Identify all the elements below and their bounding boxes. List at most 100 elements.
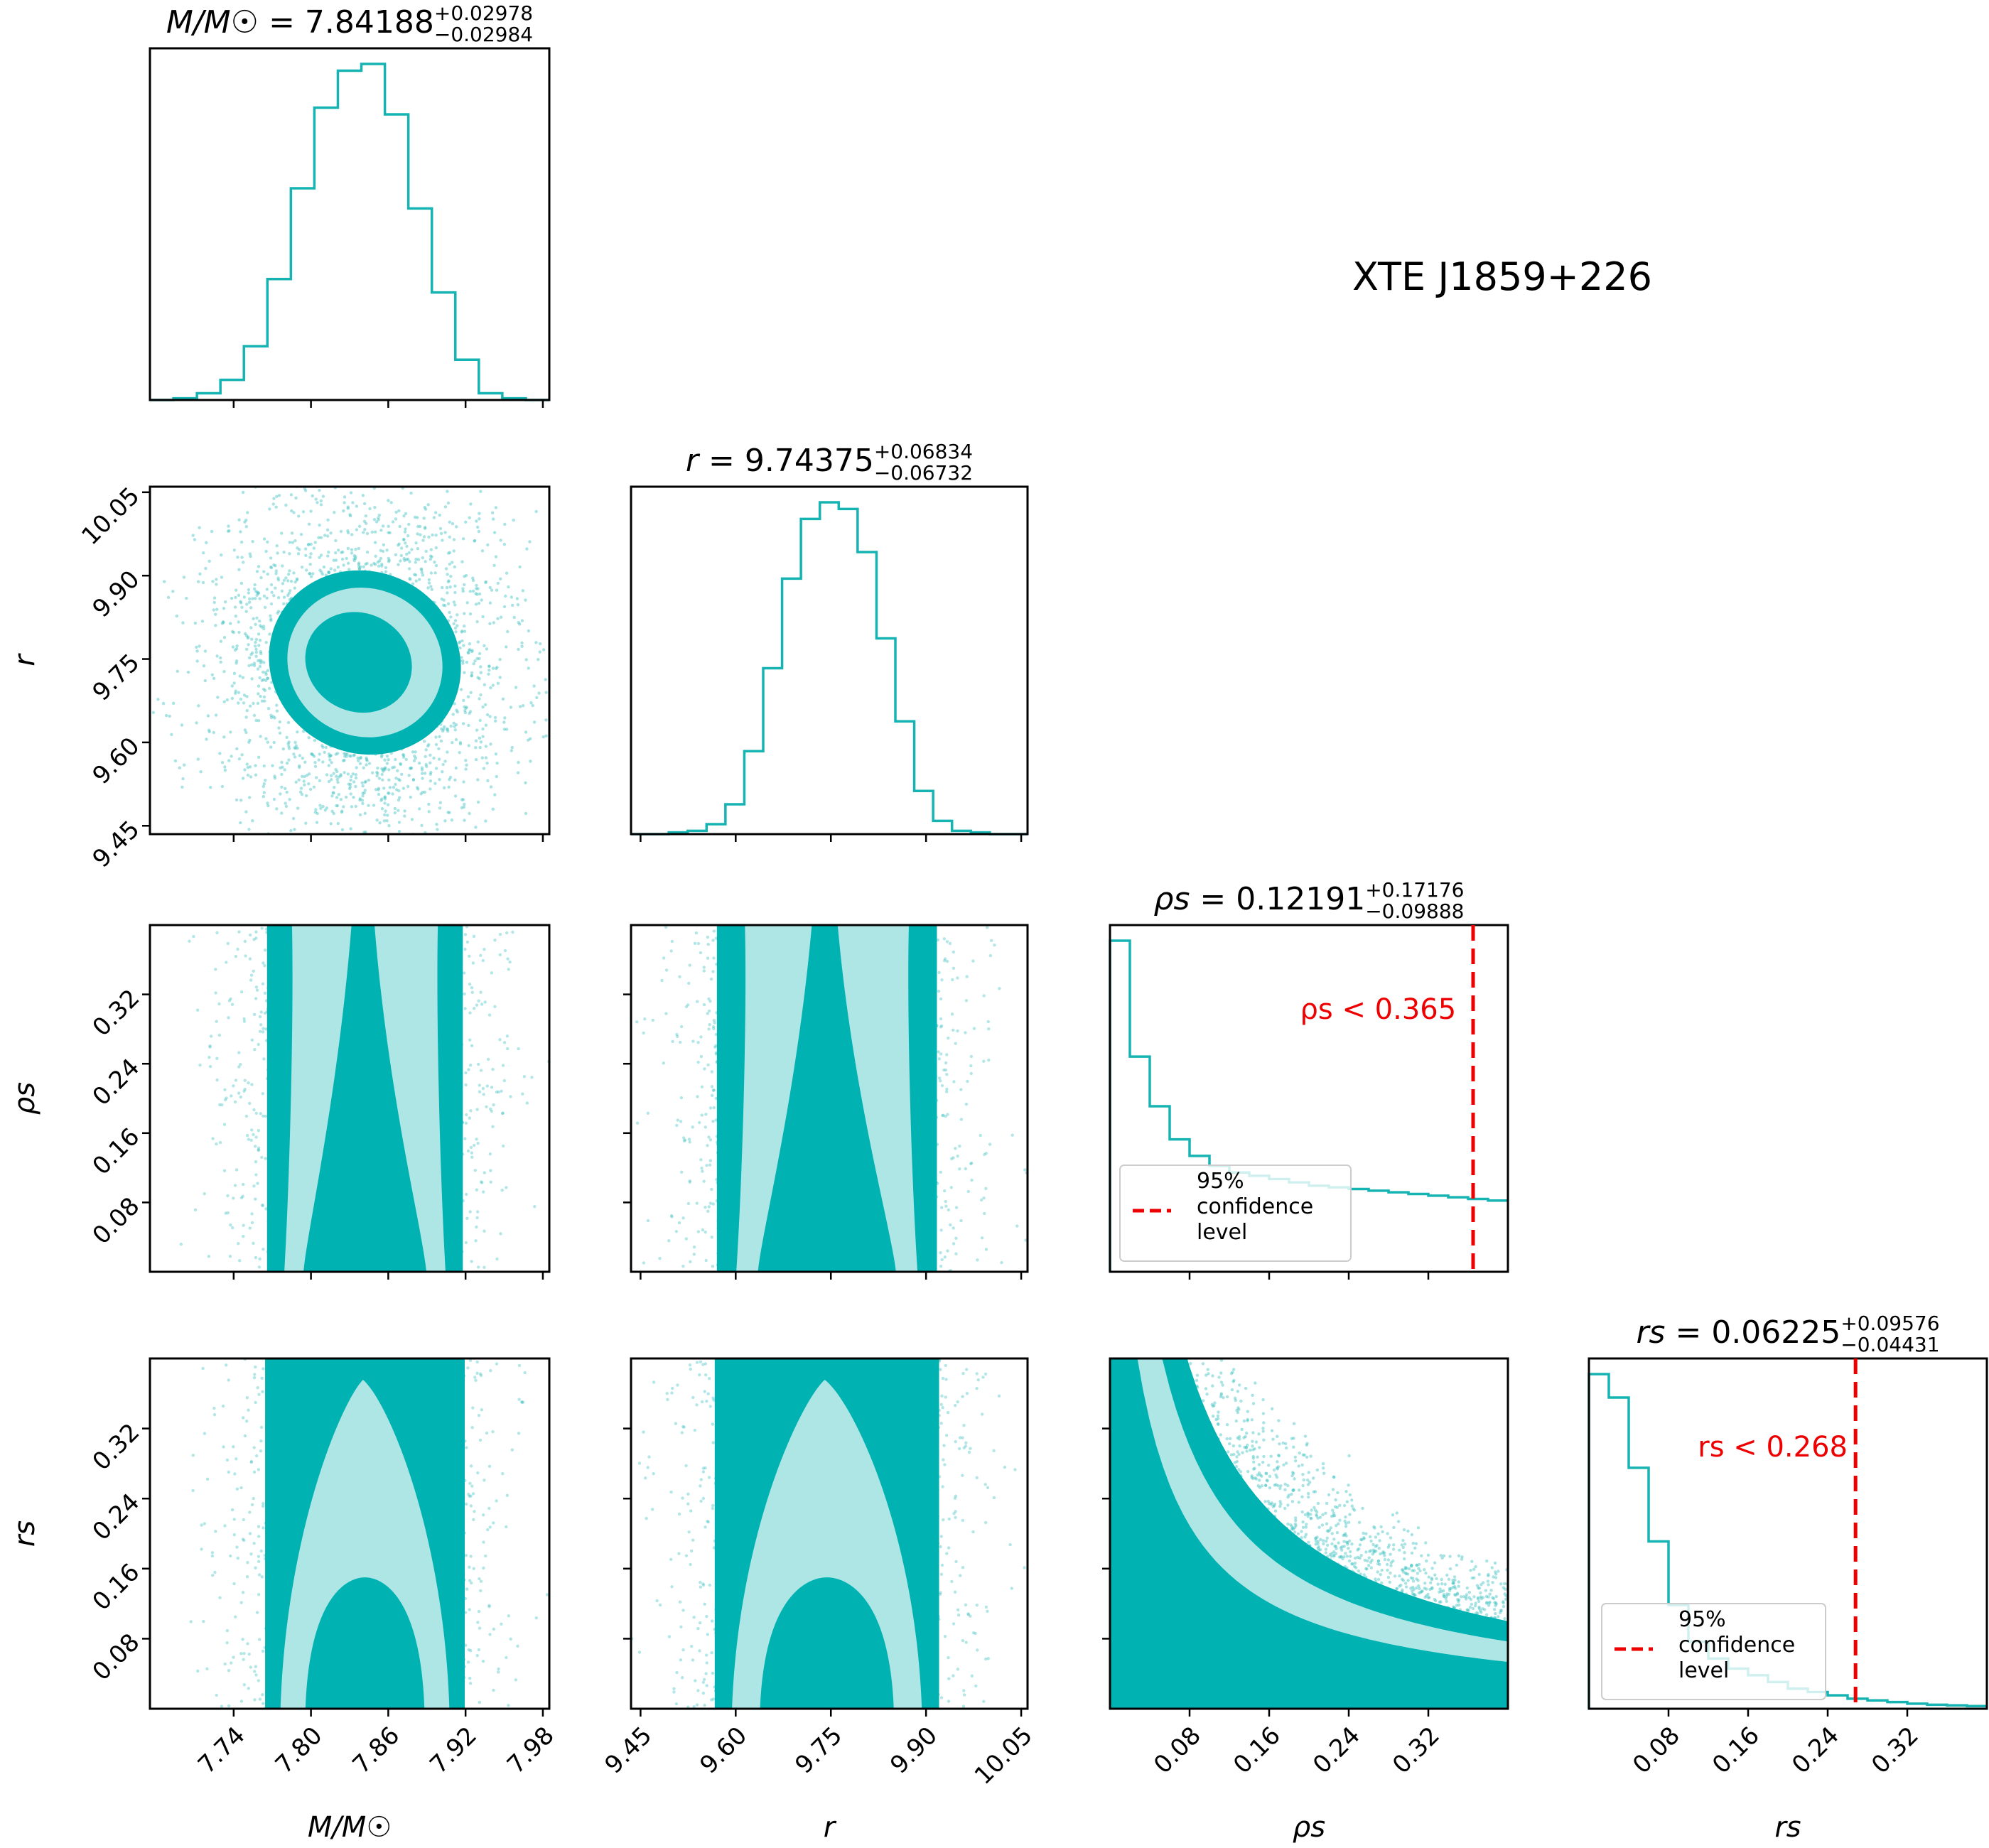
sample-point [344,438,347,441]
sample-point [288,569,291,573]
sample-point [292,432,295,435]
sample-point [239,601,243,605]
sample-point [246,635,250,639]
sample-point [302,860,305,863]
sample-point [424,526,427,529]
sample-point [237,930,241,934]
sample-point [461,722,465,725]
sample-point [475,519,478,523]
sample-point [298,764,301,768]
sample-point [544,718,548,722]
sample-point [251,540,254,544]
figure-title: XTE J1859+226 [1352,254,1652,299]
sample-point [313,738,317,742]
sample-point [388,893,391,896]
legend-label: 95% [1197,1169,1244,1194]
sample-point [482,423,485,426]
sample-point [465,706,468,709]
sample-point [375,818,379,822]
sample-point [303,487,307,490]
sample-point [319,503,323,507]
x-tick-label: 0.16 [1707,1722,1765,1780]
sample-point [458,646,462,650]
sample-point [254,637,259,642]
sample-point [292,511,296,514]
sample-point [451,522,455,526]
sample-point [489,880,492,883]
sample-point [421,539,425,542]
sample-point [364,830,367,834]
sample-point [427,578,431,582]
sample-point [254,622,257,626]
sample-point [285,434,288,437]
sample-point [275,495,279,498]
title-lhs: r [686,443,701,479]
sample-point [280,531,284,535]
sample-point [446,490,449,493]
sample-point [262,537,266,541]
sample-point [454,766,458,770]
sample-point [481,615,485,619]
sample-point [230,684,234,688]
sample-point [428,779,433,783]
sample-point [307,782,311,786]
sample-point [266,801,269,805]
sample-point [460,560,464,563]
sample-point [397,829,401,833]
sample-point [281,765,284,769]
sample-point [274,564,277,568]
sample-point [381,778,384,782]
sample-point [315,776,318,779]
sample-point [496,681,500,685]
sample-point [492,517,495,521]
sample-point [488,1152,492,1156]
sample-point [210,529,214,534]
sample-point [490,1086,494,1089]
sample-point [254,930,258,934]
sample-point [500,1112,505,1115]
sample-point [245,647,249,651]
sample-point [480,598,483,602]
sample-point [262,570,266,573]
sample-point [232,1084,235,1088]
sample-point [414,750,417,754]
sample-point [237,518,241,522]
sample-point [311,572,315,576]
sample-point [517,760,520,764]
sample-point [441,729,445,733]
sample-point [494,453,497,456]
sample-point [393,458,396,460]
sample-point [481,735,485,738]
sample-point [349,426,352,429]
sample-point [464,520,468,524]
sample-point [407,774,411,777]
sample-point [355,480,358,482]
sample-point [264,1207,268,1211]
sample-point [441,603,446,607]
sample-point [447,579,451,583]
sample-point [443,819,447,823]
sample-point [414,541,418,545]
sample-point [416,787,420,791]
sample-point [161,701,166,706]
sample-point [218,752,222,755]
sample-point [365,885,367,888]
sample-point [259,694,262,698]
sample-point [315,821,319,824]
sample-point [265,474,268,477]
sample-point [521,1092,524,1096]
sample-point [524,658,528,661]
sample-point [468,1064,473,1067]
sample-point [467,651,470,655]
sample-point [373,530,377,534]
sample-point [287,745,291,748]
sample-point [482,1093,485,1096]
sample-point [595,926,598,929]
sample-point [398,524,401,529]
sample-point [478,1084,481,1087]
sample-point [306,543,310,546]
y-tick-label: 9.60 [87,732,146,790]
sample-point [330,809,334,814]
sample-point [487,664,491,668]
sample-point [453,469,456,472]
